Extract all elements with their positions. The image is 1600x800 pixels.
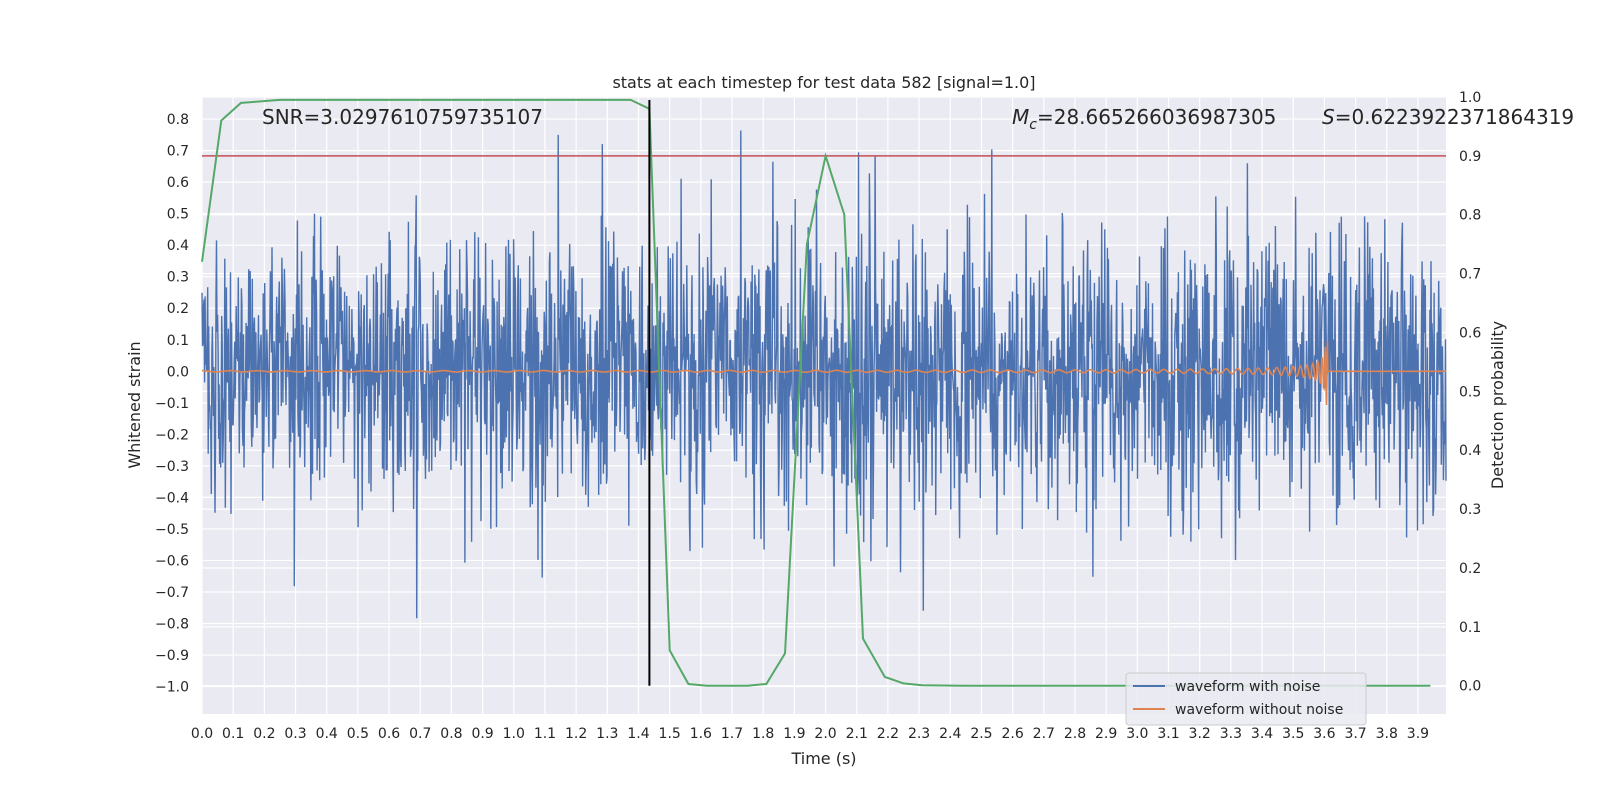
detection-probability-line xyxy=(201,98,1431,687)
y2-tick-label: 1.0 xyxy=(1459,90,1481,106)
x-tick-label: 3.7 xyxy=(1344,726,1366,742)
x-tick-label: 0.5 xyxy=(347,726,369,742)
x-tick-label: 0.2 xyxy=(253,726,275,742)
y-tick-label: −0.8 xyxy=(155,617,189,633)
x-tick-label: 0.3 xyxy=(284,726,306,742)
x-tick-label: 2.4 xyxy=(939,726,961,742)
y-tick-label: 0.4 xyxy=(167,238,189,254)
x-tick-label: 3.0 xyxy=(1126,726,1148,742)
y2-tick-label: 0.9 xyxy=(1459,149,1481,165)
x-tick-label: 3.4 xyxy=(1251,726,1273,742)
legend-label-noise: waveform with noise xyxy=(1175,679,1320,695)
y2-tick-label: 0.8 xyxy=(1459,208,1481,224)
tick-labels: 0.0 0.1 0.2 0.3 0.4 0.5 0.6 0.7 0.8 0.9 1.0 1.1 1.2 1… xyxy=(155,90,1481,742)
y-tick-label: 0.6 xyxy=(167,175,189,191)
chirp-mass-annotation: Mc=28.665266036987305 xyxy=(1012,105,1276,133)
y-tick-label: −0.9 xyxy=(155,648,189,664)
x-tick-label: 2.6 xyxy=(1001,726,1023,742)
y-tick-label: 0.3 xyxy=(167,270,189,286)
x-tick-label: 2.3 xyxy=(908,726,930,742)
y2-tick-label: 0.4 xyxy=(1459,443,1481,459)
y-tick-label: 0.1 xyxy=(167,333,189,349)
y2-tick-label: 0.1 xyxy=(1459,620,1481,636)
y2-tick-label: 0.6 xyxy=(1459,325,1481,341)
chirp-mass-value: =28.665266036987305 xyxy=(1037,105,1276,129)
noise-waveform-line xyxy=(201,130,1447,619)
x-tick-label: 3.9 xyxy=(1407,726,1429,742)
score-annotation: S=0.6223922371864319 xyxy=(1322,105,1574,129)
y-tick-label: −0.3 xyxy=(155,459,189,475)
x-tick-label: 2.1 xyxy=(846,726,868,742)
y-axis-label: Whitened strain xyxy=(125,341,144,468)
waveform-with-noise-series xyxy=(201,130,1447,619)
chirp-mass-subscript: c xyxy=(1029,117,1037,133)
legend-box xyxy=(1125,672,1367,726)
x-tick-label: 2.7 xyxy=(1033,726,1055,742)
detection-probability-series xyxy=(201,98,1431,687)
x-tick-label: 0.4 xyxy=(316,726,338,742)
legend-label-clean: waveform without noise xyxy=(1175,702,1343,718)
x-tick-label: 2.9 xyxy=(1095,726,1117,742)
x-tick-label: 3.6 xyxy=(1313,726,1335,742)
score-symbol: S xyxy=(1322,105,1335,129)
y-tick-label: −0.1 xyxy=(155,396,189,412)
x-tick-label: 1.1 xyxy=(534,726,556,742)
y-tick-label: 0.0 xyxy=(167,364,189,380)
y2-axis-label: Detection probability xyxy=(1488,321,1507,489)
y-tick-label: 0.8 xyxy=(167,112,189,128)
x-tick-label: 2.2 xyxy=(877,726,899,742)
x-tick-label: 2.5 xyxy=(970,726,992,742)
y-tick-label: 0.5 xyxy=(167,207,189,223)
y-tick-label: 0.7 xyxy=(167,144,189,160)
x-axis-label: Time (s) xyxy=(790,749,856,768)
x-tick-label: 0.0 xyxy=(191,726,213,742)
x-tick-label: 1.0 xyxy=(503,726,525,742)
x-tick-label: 2.0 xyxy=(814,726,836,742)
y-tick-label: −0.2 xyxy=(155,427,189,443)
x-tick-label: 1.6 xyxy=(690,726,712,742)
y-tick-label: 0.2 xyxy=(167,301,189,317)
x-tick-label: 3.5 xyxy=(1282,726,1304,742)
x-tick-label: 1.4 xyxy=(627,726,649,742)
chart-title: stats at each timestep for test data 582… xyxy=(612,73,1035,92)
x-tick-label: 1.9 xyxy=(783,726,805,742)
x-tick-label: 0.8 xyxy=(440,726,462,742)
x-tick-label: 1.7 xyxy=(721,726,743,742)
x-tick-label: 1.3 xyxy=(596,726,618,742)
x-tick-label: 0.7 xyxy=(409,726,431,742)
waveform-without-noise-series xyxy=(202,341,1446,406)
y2-tick-label: 0.5 xyxy=(1459,384,1481,400)
x-tick-label: 3.3 xyxy=(1220,726,1242,742)
x-tick-label: 2.8 xyxy=(1064,726,1086,742)
legend: waveform with noise waveform without noi… xyxy=(1125,672,1367,726)
y-tick-label: −0.7 xyxy=(155,585,189,601)
x-tick-label: 3.1 xyxy=(1157,726,1179,742)
clean-waveform-line xyxy=(202,341,1446,406)
y2-tick-label: 0.3 xyxy=(1459,502,1481,518)
y2-tick-label: 0.0 xyxy=(1459,679,1481,695)
chirp-mass-symbol: M xyxy=(1012,105,1029,129)
y-tick-label: −0.6 xyxy=(155,553,189,569)
y-tick-label: −0.5 xyxy=(155,522,189,538)
y-tick-label: −0.4 xyxy=(155,490,189,506)
y2-tick-label: 0.7 xyxy=(1459,267,1481,283)
x-tick-label: 1.8 xyxy=(752,726,774,742)
x-tick-label: 0.9 xyxy=(471,726,493,742)
score-value: =0.6223922371864319 xyxy=(1335,105,1574,129)
snr-annotation: SNR=3.0297610759735107 xyxy=(262,105,543,129)
x-tick-label: 1.2 xyxy=(565,726,587,742)
y-tick-label: −1.0 xyxy=(155,680,189,696)
x-tick-label: 3.8 xyxy=(1376,726,1398,742)
x-tick-label: 0.1 xyxy=(222,726,244,742)
x-tick-label: 0.6 xyxy=(378,726,400,742)
x-tick-label: 1.5 xyxy=(659,726,681,742)
x-tick-label: 3.2 xyxy=(1189,726,1211,742)
y2-tick-label: 0.2 xyxy=(1459,561,1481,577)
